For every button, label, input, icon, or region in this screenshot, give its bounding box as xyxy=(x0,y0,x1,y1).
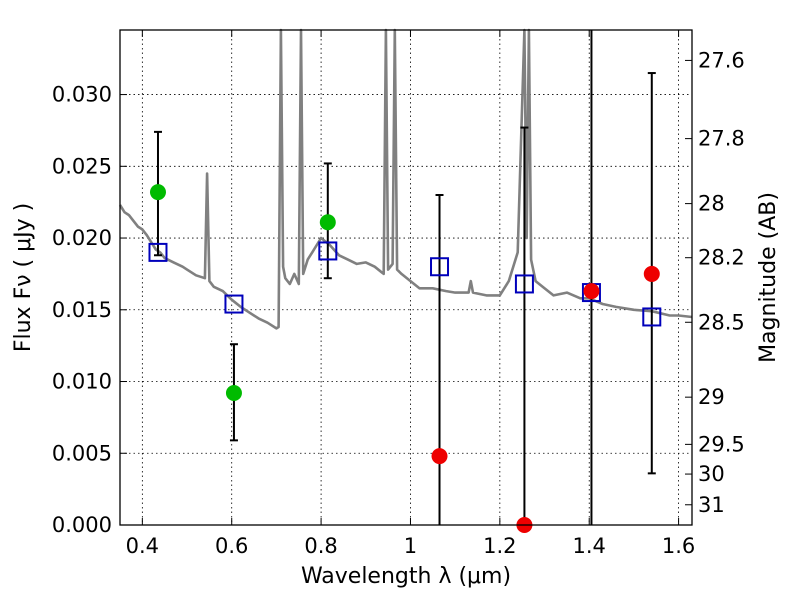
model-spectrum-layer xyxy=(118,28,693,330)
grid-layer xyxy=(120,30,692,526)
points-layer xyxy=(148,184,662,533)
undetected-point xyxy=(643,265,660,282)
detected-point xyxy=(149,184,166,201)
y-tick-label: 0.015 xyxy=(52,298,112,322)
x-tick-label: 1.2 xyxy=(483,534,516,558)
undetected-point xyxy=(583,283,600,300)
y2-tick-label: 29.5 xyxy=(698,432,745,456)
x-axis-label: Wavelength λ (μm) xyxy=(301,564,511,589)
model-flux-square xyxy=(514,274,534,294)
x-tick-label: 1 xyxy=(404,534,417,558)
x-tick-label: 0.4 xyxy=(126,534,159,558)
y-tick-label: 0.025 xyxy=(52,154,112,178)
y-tick-label: 0.010 xyxy=(52,370,112,394)
model-flux-square xyxy=(642,307,662,327)
detected-point xyxy=(319,214,336,231)
model-flux-square xyxy=(148,242,168,262)
model-flux-square xyxy=(430,257,450,277)
plot-frame xyxy=(119,29,693,526)
y-tick-label: 0.020 xyxy=(52,226,112,250)
model-flux-square xyxy=(224,294,244,314)
y2-tick-label: 30 xyxy=(698,462,725,486)
y-tick-label: 0.005 xyxy=(52,441,112,465)
y2-tick-label: 27.6 xyxy=(698,48,745,72)
detected-point xyxy=(225,385,242,401)
y2-tick-label: 27.8 xyxy=(698,127,745,151)
x-tick-label: 0.6 xyxy=(215,534,248,558)
x-tick-label: 0.8 xyxy=(304,534,337,558)
y2-axis-label: Magnitude (AB) xyxy=(756,192,781,363)
x-tick-label: 1.6 xyxy=(662,534,695,558)
model-spectrum-line xyxy=(118,28,693,330)
y2-tick-label: 28.5 xyxy=(698,310,745,334)
ticks-layer: 0.4 0.6 0.8 1 1.2 1.4 1.6 0.000 0.005 0.010 0.015 0… xyxy=(52,30,745,558)
y2-tick-label: 29 xyxy=(698,385,725,409)
y2-tick-label: 28.2 xyxy=(698,246,745,270)
undetected-point xyxy=(431,448,448,465)
y-tick-label: 0.030 xyxy=(52,83,112,107)
x-tick-label: 1.4 xyxy=(573,534,606,558)
y-axis-label: Flux Fν ( μJy ) xyxy=(11,203,36,352)
model-flux-square xyxy=(318,241,338,261)
y2-tick-label: 31 xyxy=(698,493,725,517)
y-tick-label: 0.000 xyxy=(52,513,112,537)
y2-tick-label: 28 xyxy=(698,192,725,216)
